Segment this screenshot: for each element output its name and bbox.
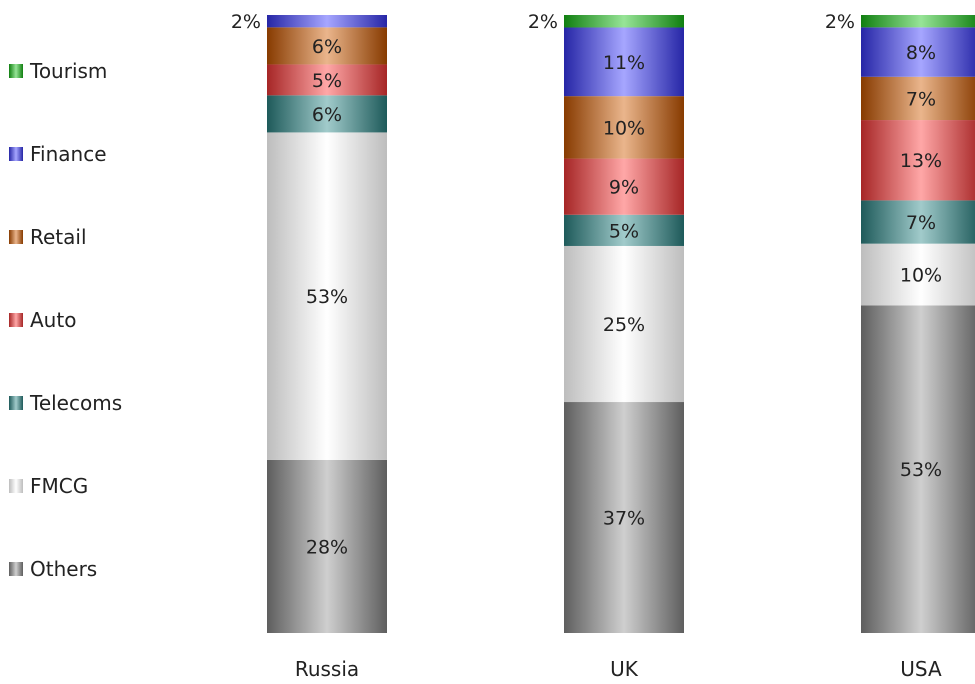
legend-label-finance: Finance [30, 142, 107, 166]
data-label-usa-telecoms: 7% [906, 212, 936, 234]
data-label-russia-finance: 2% [231, 11, 261, 33]
bars: 28% 53% 6% 5% 6% 2% 37% 25% 5% 9% 10% 11% 2% 53% 10% 7%… [231, 11, 975, 633]
bar-uk-fmcg [564, 245, 684, 403]
bar-usa-auto [861, 120, 975, 201]
bar-russia-fmcg [267, 132, 387, 460]
legend-label-others: Others [30, 557, 97, 581]
bar-russia-auto [267, 64, 387, 96]
data-label-usa-retail: 7% [906, 88, 936, 110]
bar-uk-auto [564, 158, 684, 215]
bar-uk-retail [564, 96, 684, 159]
bar-uk-tourism [564, 15, 684, 28]
category-label-usa: USA [900, 657, 942, 681]
bar-usa-telecoms [861, 200, 975, 244]
legend-label-retail: Retail [30, 225, 87, 249]
data-label-uk-finance: 11% [603, 52, 645, 74]
legend-marker-retail [9, 230, 23, 244]
bar-usa-others [861, 305, 975, 633]
data-label-uk-tourism: 2% [528, 11, 558, 33]
bar-uk-finance [564, 27, 684, 97]
bar-usa-finance [861, 27, 975, 77]
bar-usa-tourism [861, 15, 975, 28]
legend-marker-telecoms [9, 396, 23, 410]
bar-russia-retail [267, 27, 387, 65]
category-axis: Russia UK USA [295, 657, 942, 681]
data-label-usa-auto: 13% [900, 150, 942, 172]
data-label-russia-others: 28% [306, 536, 348, 558]
bar-russia-others [267, 459, 387, 633]
bar-usa-fmcg [861, 243, 975, 306]
data-label-uk-fmcg: 25% [603, 314, 645, 336]
legend-marker-finance [9, 147, 23, 161]
legend-label-fmcg: FMCG [30, 474, 88, 498]
legend-marker-tourism [9, 64, 23, 78]
data-label-usa-tourism: 2% [825, 11, 855, 33]
legend-marker-auto [9, 313, 23, 327]
data-label-uk-auto: 9% [609, 177, 639, 199]
data-label-russia-auto: 5% [312, 70, 342, 92]
data-label-usa-fmcg: 10% [900, 265, 942, 287]
data-label-russia-fmcg: 53% [306, 286, 348, 308]
legend: Tourism Finance Retail Auto Telecoms FMCG Othe… [9, 59, 122, 581]
bar-russia-finance [267, 15, 387, 28]
category-label-russia: Russia [295, 657, 359, 681]
legend-label-tourism: Tourism [29, 59, 107, 83]
data-label-uk-telecoms: 5% [609, 220, 639, 242]
legend-label-telecoms: Telecoms [29, 391, 122, 415]
legend-marker-others [9, 562, 23, 576]
data-label-usa-others: 53% [900, 459, 942, 481]
bar-uk-others [564, 402, 684, 633]
data-label-uk-others: 37% [603, 508, 645, 530]
data-label-russia-retail: 6% [312, 36, 342, 58]
category-label-uk: UK [610, 657, 639, 681]
bar-usa-retail [861, 76, 975, 121]
legend-marker-fmcg [9, 479, 23, 493]
bar-russia-telecoms [267, 95, 387, 133]
legend-label-auto: Auto [30, 308, 76, 332]
bar-uk-telecoms [564, 214, 684, 246]
data-label-uk-retail: 10% [603, 117, 645, 139]
data-label-usa-finance: 8% [906, 42, 936, 64]
data-label-russia-telecoms: 6% [312, 104, 342, 126]
